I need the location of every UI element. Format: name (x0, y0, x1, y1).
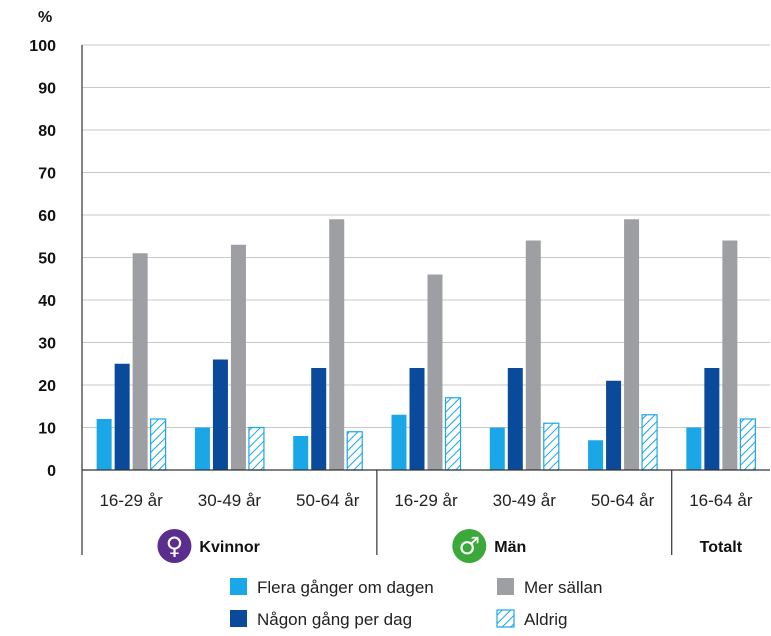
bar (96, 419, 112, 470)
group-symbol-glyph: ♂ (459, 532, 481, 560)
bar (444, 397, 462, 471)
legend-swatch (230, 610, 247, 627)
bars (96, 219, 756, 471)
legend-label: Någon gång per dag (257, 610, 412, 629)
y-tick-label: 60 (38, 208, 56, 225)
bar (704, 368, 720, 470)
bar (686, 427, 702, 470)
legend: Flera gånger om dagen Någon gång per dag M… (230, 578, 602, 629)
bar (248, 426, 265, 471)
x-category-label: 30-49 år (493, 491, 557, 510)
y-tick-label: 50 (38, 251, 56, 268)
y-tick-label: 100 (29, 38, 56, 55)
y-tick-label: 20 (38, 378, 56, 395)
bar (230, 244, 246, 470)
bar (641, 414, 658, 471)
bar (150, 418, 167, 471)
bar (489, 427, 505, 470)
bar (132, 253, 148, 470)
bar (543, 422, 560, 471)
bar (739, 418, 756, 471)
y-tick-label: 70 (38, 166, 56, 183)
group-label: Totalt (700, 539, 743, 556)
bar (293, 436, 309, 470)
bar (409, 368, 425, 470)
y-axis-ticks: 0 10 20 30 40 50 60 70 80 90 100 (29, 38, 56, 480)
x-category-label: 30-49 år (198, 491, 262, 510)
bar (588, 440, 604, 470)
bar (606, 380, 622, 470)
y-tick-label: 10 (38, 421, 56, 438)
legend-swatch (496, 609, 515, 628)
bar (427, 274, 443, 470)
bar (624, 219, 640, 470)
group-symbol-icon (452, 529, 487, 563)
y-tick-label: 0 (47, 463, 56, 480)
legend-label: Mer sällan (524, 578, 602, 597)
bar (212, 359, 228, 470)
legend-swatch (497, 578, 514, 595)
y-tick-label: 30 (38, 336, 56, 353)
x-category-label: 16-29 år (394, 491, 458, 510)
x-category-label: 50-64 år (296, 491, 360, 510)
group-labels: ♀ Kvinnor ♂ Män Totalt (157, 529, 743, 563)
legend-label: Aldrig (524, 610, 567, 629)
legend-swatch (230, 578, 247, 595)
bar (194, 427, 210, 470)
legend-label: Flera gånger om dagen (257, 578, 434, 597)
group-symbol-icon (157, 529, 192, 563)
bar (329, 219, 345, 470)
y-tick-label: 40 (38, 293, 56, 310)
bar (722, 240, 738, 470)
y-tick-label: 80 (38, 123, 56, 140)
x-axis-categories: 16-29 år 30-49 år 50-64 år 16-29 år 30-49 år… (99, 491, 752, 510)
y-tick-label: 90 (38, 81, 56, 98)
group-label: Män (494, 539, 526, 556)
bar (391, 414, 407, 470)
bar (525, 240, 541, 470)
bar (346, 431, 363, 471)
group-label: Kvinnor (199, 539, 259, 556)
axes (81, 45, 770, 555)
gridlines (82, 44, 770, 428)
bar (311, 368, 327, 470)
x-category-label: 16-64 år (689, 491, 753, 510)
y-unit-label: % (38, 9, 52, 26)
bar (114, 363, 130, 470)
x-category-label: 50-64 år (591, 491, 655, 510)
bar (507, 368, 523, 470)
x-category-label: 16-29 år (99, 491, 163, 510)
group-symbol-glyph: ♀ (166, 532, 184, 560)
